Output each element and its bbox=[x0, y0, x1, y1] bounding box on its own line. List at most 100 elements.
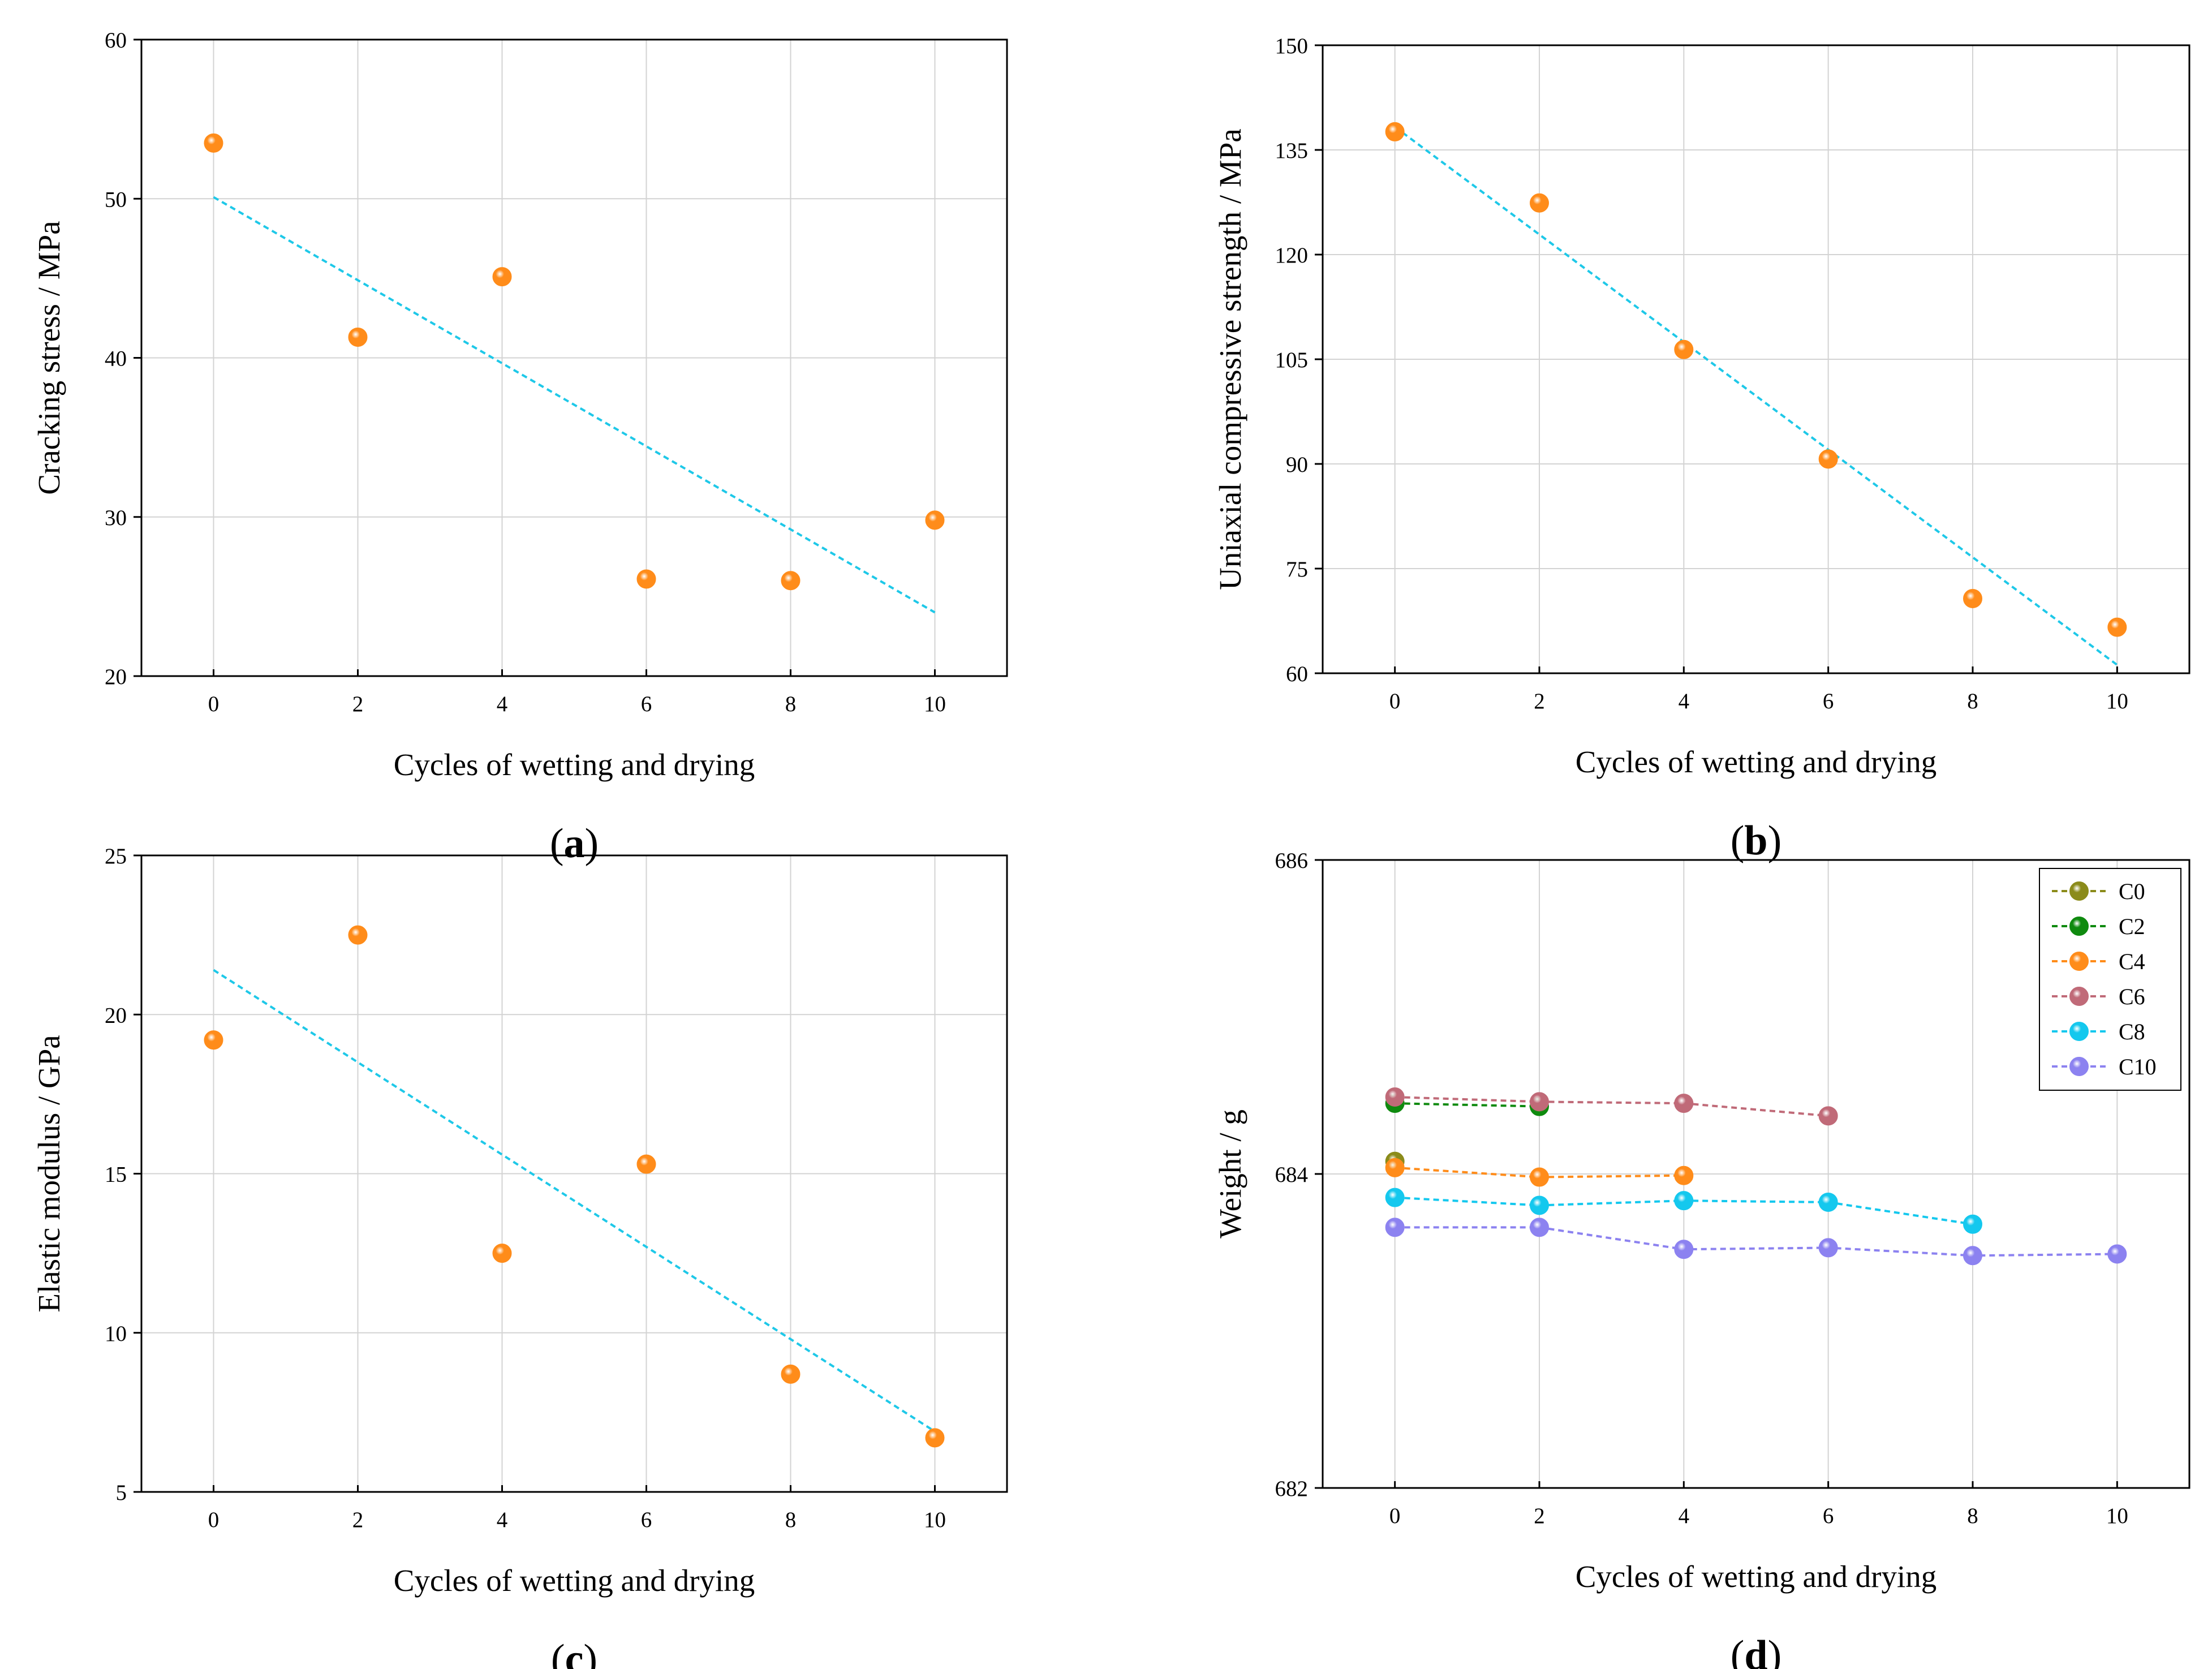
series-data bbox=[204, 925, 945, 1448]
x-tick-label: 2 bbox=[1534, 689, 1545, 713]
data-point bbox=[1530, 1218, 1549, 1237]
x-axis-title: Cycles of wetting and drying bbox=[1576, 745, 1937, 779]
x-tick-label: 4 bbox=[497, 692, 508, 716]
data-point bbox=[1530, 1195, 1549, 1215]
panel-label: (a) bbox=[550, 820, 599, 867]
x-tick-label: 0 bbox=[1389, 1504, 1401, 1528]
legend-label: C10 bbox=[2119, 1054, 2157, 1079]
data-point bbox=[492, 267, 512, 287]
y-tick-label: 5 bbox=[116, 1481, 127, 1505]
y-tick-label: 60 bbox=[105, 28, 127, 53]
y-tick-label: 150 bbox=[1275, 34, 1309, 58]
data-point bbox=[1674, 1165, 1694, 1185]
trend-line bbox=[213, 196, 936, 614]
series-c6 bbox=[1385, 1087, 1838, 1126]
series-data bbox=[204, 133, 945, 591]
x-tick-label: 10 bbox=[2106, 1504, 2128, 1528]
data-point bbox=[636, 1154, 656, 1174]
x-axis-title: Cycles of wetting and drying bbox=[1576, 1559, 1937, 1594]
series-line bbox=[1395, 1096, 1828, 1117]
x-tick-label: 2 bbox=[352, 1508, 364, 1532]
y-tick-label: 684 bbox=[1275, 1163, 1309, 1187]
y-axis-title: Cracking stress / MPa bbox=[32, 221, 66, 494]
x-tick-label: 4 bbox=[1679, 689, 1690, 713]
data-point bbox=[348, 327, 368, 347]
x-tick-label: 8 bbox=[1967, 689, 1978, 713]
x-tick-label: 8 bbox=[785, 692, 797, 716]
data-point bbox=[1818, 1238, 1838, 1258]
legend-item-c4: C4 bbox=[2052, 949, 2145, 974]
data-point bbox=[781, 571, 801, 591]
y-axis-title: Elastic modulus / GPa bbox=[32, 1035, 66, 1312]
y-tick-label: 15 bbox=[105, 1163, 127, 1187]
x-tick-label: 6 bbox=[1823, 1504, 1834, 1528]
y-tick-label: 135 bbox=[1275, 139, 1309, 163]
plot-frame bbox=[140, 854, 1008, 1493]
legend-marker bbox=[2069, 1022, 2089, 1041]
y-tick-label: 30 bbox=[105, 506, 127, 530]
legend-item-c8: C8 bbox=[2052, 1019, 2145, 1044]
y-axis-title: Uniaxial compressive strength / MPa bbox=[1213, 128, 1247, 590]
chart-b: 0 2 4 6 8 10 60 75 90 105 120 135 150 Cycles of wetti… bbox=[1213, 34, 2191, 864]
plot-frame bbox=[1322, 859, 2191, 1489]
panel-label: (b) bbox=[1731, 818, 1781, 864]
legend-label: C0 bbox=[2119, 879, 2145, 904]
x-tick-label: 6 bbox=[641, 692, 652, 716]
data-point bbox=[492, 1244, 512, 1263]
data-point bbox=[1963, 1214, 1982, 1234]
data-point bbox=[1818, 449, 1838, 469]
data-point bbox=[2107, 1244, 2127, 1264]
series-c10 bbox=[1385, 1218, 2127, 1266]
x-tick-label: 4 bbox=[497, 1508, 508, 1532]
trend-line bbox=[213, 969, 936, 1433]
data-point bbox=[636, 569, 656, 589]
legend-marker bbox=[2069, 987, 2089, 1006]
data-point bbox=[1530, 1167, 1549, 1187]
legend-label: C8 bbox=[2119, 1019, 2145, 1044]
data-point bbox=[1963, 589, 1982, 609]
y-tick-label: 20 bbox=[105, 665, 127, 689]
y-tick-label: 40 bbox=[105, 347, 127, 371]
legend-item-c6: C6 bbox=[2052, 984, 2145, 1009]
data-point bbox=[1818, 1192, 1838, 1212]
y-tick-label: 25 bbox=[105, 844, 127, 868]
data-point bbox=[781, 1364, 801, 1384]
data-point bbox=[2107, 617, 2127, 637]
chart-a: 0 2 4 6 8 10 20 30 40 50 60 Cycles of wetting and d… bbox=[32, 28, 1008, 867]
x-axis-title: Cycles of wetting and drying bbox=[394, 1563, 755, 1598]
data-point bbox=[1385, 1158, 1405, 1177]
data-point bbox=[1674, 1191, 1694, 1211]
data-point bbox=[1530, 1092, 1549, 1112]
data-point bbox=[1530, 193, 1549, 213]
legend: C0 C2 C4 C6 C8 C10 bbox=[2039, 868, 2181, 1091]
data-point bbox=[1385, 122, 1405, 141]
legend-marker bbox=[2069, 1057, 2089, 1076]
x-tick-label: 4 bbox=[1679, 1504, 1690, 1528]
legend-marker bbox=[2069, 952, 2089, 971]
x-tick-label: 8 bbox=[785, 1508, 797, 1532]
y-tick-label: 105 bbox=[1275, 348, 1309, 372]
data-point bbox=[1674, 1094, 1694, 1113]
data-point bbox=[1674, 339, 1694, 359]
series-data bbox=[1385, 122, 2127, 637]
legend-item-c2: C2 bbox=[2052, 914, 2145, 939]
series-c8 bbox=[1385, 1188, 1982, 1234]
x-tick-label: 8 bbox=[1967, 1504, 1978, 1528]
legend-label: C2 bbox=[2119, 914, 2145, 939]
data-point bbox=[204, 133, 223, 153]
y-tick-label: 682 bbox=[1275, 1477, 1309, 1501]
data-point bbox=[204, 1030, 223, 1050]
x-tick-label: 0 bbox=[208, 692, 220, 716]
y-tick-label: 686 bbox=[1275, 849, 1309, 873]
series-line bbox=[1395, 1102, 1540, 1108]
data-point bbox=[1385, 1188, 1405, 1207]
legend-box bbox=[2039, 868, 2181, 1091]
y-tick-label: 120 bbox=[1275, 243, 1309, 268]
data-point bbox=[925, 510, 945, 530]
x-tick-label: 6 bbox=[1823, 689, 1834, 713]
data-point bbox=[1818, 1106, 1838, 1126]
y-tick-label: 60 bbox=[1286, 662, 1308, 686]
